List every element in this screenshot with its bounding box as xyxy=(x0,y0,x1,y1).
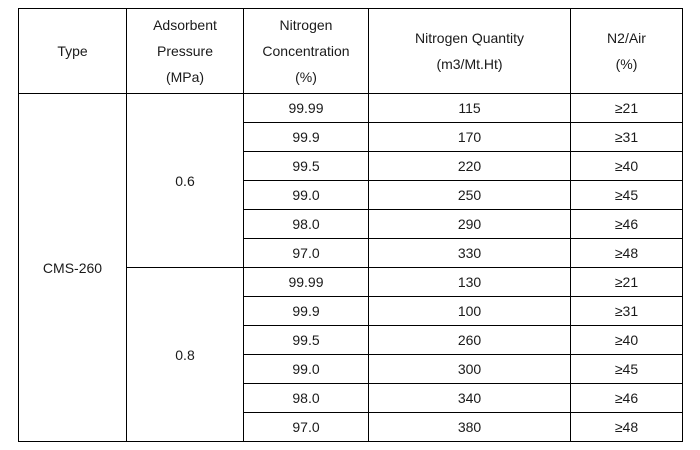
concentration-cell: 99.9 xyxy=(243,296,369,326)
header-pressure-line-3: (MPa) xyxy=(165,69,205,85)
header-quantity-line-2: (m3/Mt.Ht) xyxy=(436,56,503,72)
concentration-cell: 99.99 xyxy=(243,267,369,297)
quantity-cell: 220 xyxy=(368,151,571,181)
header-pressure-line-1: Adsorbent xyxy=(153,17,217,33)
header-row: Type Adsorbent Pressure (MPa) Nitrogen C… xyxy=(18,8,683,94)
quantity-cell: 300 xyxy=(368,354,571,384)
table-row: 97.0 330 ≥48 xyxy=(19,238,683,268)
header-concentration-line-2: Concentration xyxy=(262,43,350,59)
quantity-cell: 250 xyxy=(368,180,571,210)
concentration-cell: 97.0 xyxy=(243,238,369,268)
ratio-cell: ≥40 xyxy=(570,151,683,181)
table-row: 99.9 170 ≥31 xyxy=(19,122,683,152)
table-row: 98.0 340 ≥46 xyxy=(19,383,683,413)
ratio-cell: ≥21 xyxy=(570,93,683,123)
ratio-cell: ≥46 xyxy=(570,383,683,413)
table-row: 99.5 260 ≥40 xyxy=(19,325,683,355)
quantity-cell: 170 xyxy=(368,122,571,152)
concentration-cell: 99.99 xyxy=(243,93,369,123)
concentration-cell: 99.5 xyxy=(243,325,369,355)
header-ratio: N2/Air (%) xyxy=(570,8,683,94)
ratio-cell: ≥45 xyxy=(570,180,683,210)
header-pressure-line-2: Pressure xyxy=(156,43,214,59)
concentration-cell: 99.0 xyxy=(243,180,369,210)
header-type: Type xyxy=(18,8,127,94)
header-type-line: Type xyxy=(57,43,88,59)
ratio-cell: ≥31 xyxy=(570,122,683,152)
header-ratio-line-2: (%) xyxy=(615,56,638,72)
table-row: 99.0 300 ≥45 xyxy=(19,354,683,384)
table-row: 97.0 380 ≥48 xyxy=(19,412,683,442)
table-row: 0.8 99.99 130 ≥21 xyxy=(19,267,683,442)
ratio-cell: ≥31 xyxy=(570,296,683,326)
concentration-cell: 99.5 xyxy=(243,151,369,181)
table-row: 98.0 290 ≥46 xyxy=(19,209,683,239)
table-row: 99.9 100 ≥31 xyxy=(19,296,683,326)
ratio-cell: ≥48 xyxy=(570,238,683,268)
quantity-cell: 130 xyxy=(368,267,571,297)
quantity-cell: 115 xyxy=(368,93,571,123)
quantity-cell: 100 xyxy=(368,296,571,326)
quantity-cell: 330 xyxy=(368,238,571,268)
quantity-cell: 260 xyxy=(368,325,571,355)
quantity-cell: 340 xyxy=(368,383,571,413)
type-cell: CMS-260 xyxy=(18,93,127,442)
ratio-cell: ≥46 xyxy=(570,209,683,239)
header-quantity-line-1: Nitrogen Quantity xyxy=(415,30,524,46)
concentration-cell: 97.0 xyxy=(243,412,369,442)
ratio-cell: ≥45 xyxy=(570,354,683,384)
concentration-cell: 99.9 xyxy=(243,122,369,152)
table-row: 99.0 250 ≥45 xyxy=(19,180,683,210)
concentration-cell: 98.0 xyxy=(243,209,369,239)
quantity-cell: 380 xyxy=(368,412,571,442)
concentration-cell: 99.0 xyxy=(243,354,369,384)
table-row: 99.5 220 ≥40 xyxy=(19,151,683,181)
pressure-cell: 0.6 xyxy=(126,93,244,268)
header-concentration-line-1: Nitrogen xyxy=(279,17,333,33)
header-quantity: Nitrogen Quantity (m3/Mt.Ht) xyxy=(368,8,571,94)
concentration-cell: 98.0 xyxy=(243,383,369,413)
ratio-cell: ≥40 xyxy=(570,325,683,355)
header-pressure: Adsorbent Pressure (MPa) xyxy=(126,8,244,94)
quantity-cell: 290 xyxy=(368,209,571,239)
ratio-cell: ≥48 xyxy=(570,412,683,442)
ratio-cell: ≥21 xyxy=(570,267,683,297)
header-concentration-line-3: (%) xyxy=(295,69,317,85)
spec-table: Type Adsorbent Pressure (MPa) Nitrogen C… xyxy=(18,8,683,442)
table-row: CMS-260 0.6 99.99 115 ≥21 xyxy=(18,93,683,442)
header-concentration: Nitrogen Concentration (%) xyxy=(243,8,369,94)
header-ratio-line-1: N2/Air xyxy=(607,30,646,46)
pressure-cell: 0.8 xyxy=(126,267,244,442)
